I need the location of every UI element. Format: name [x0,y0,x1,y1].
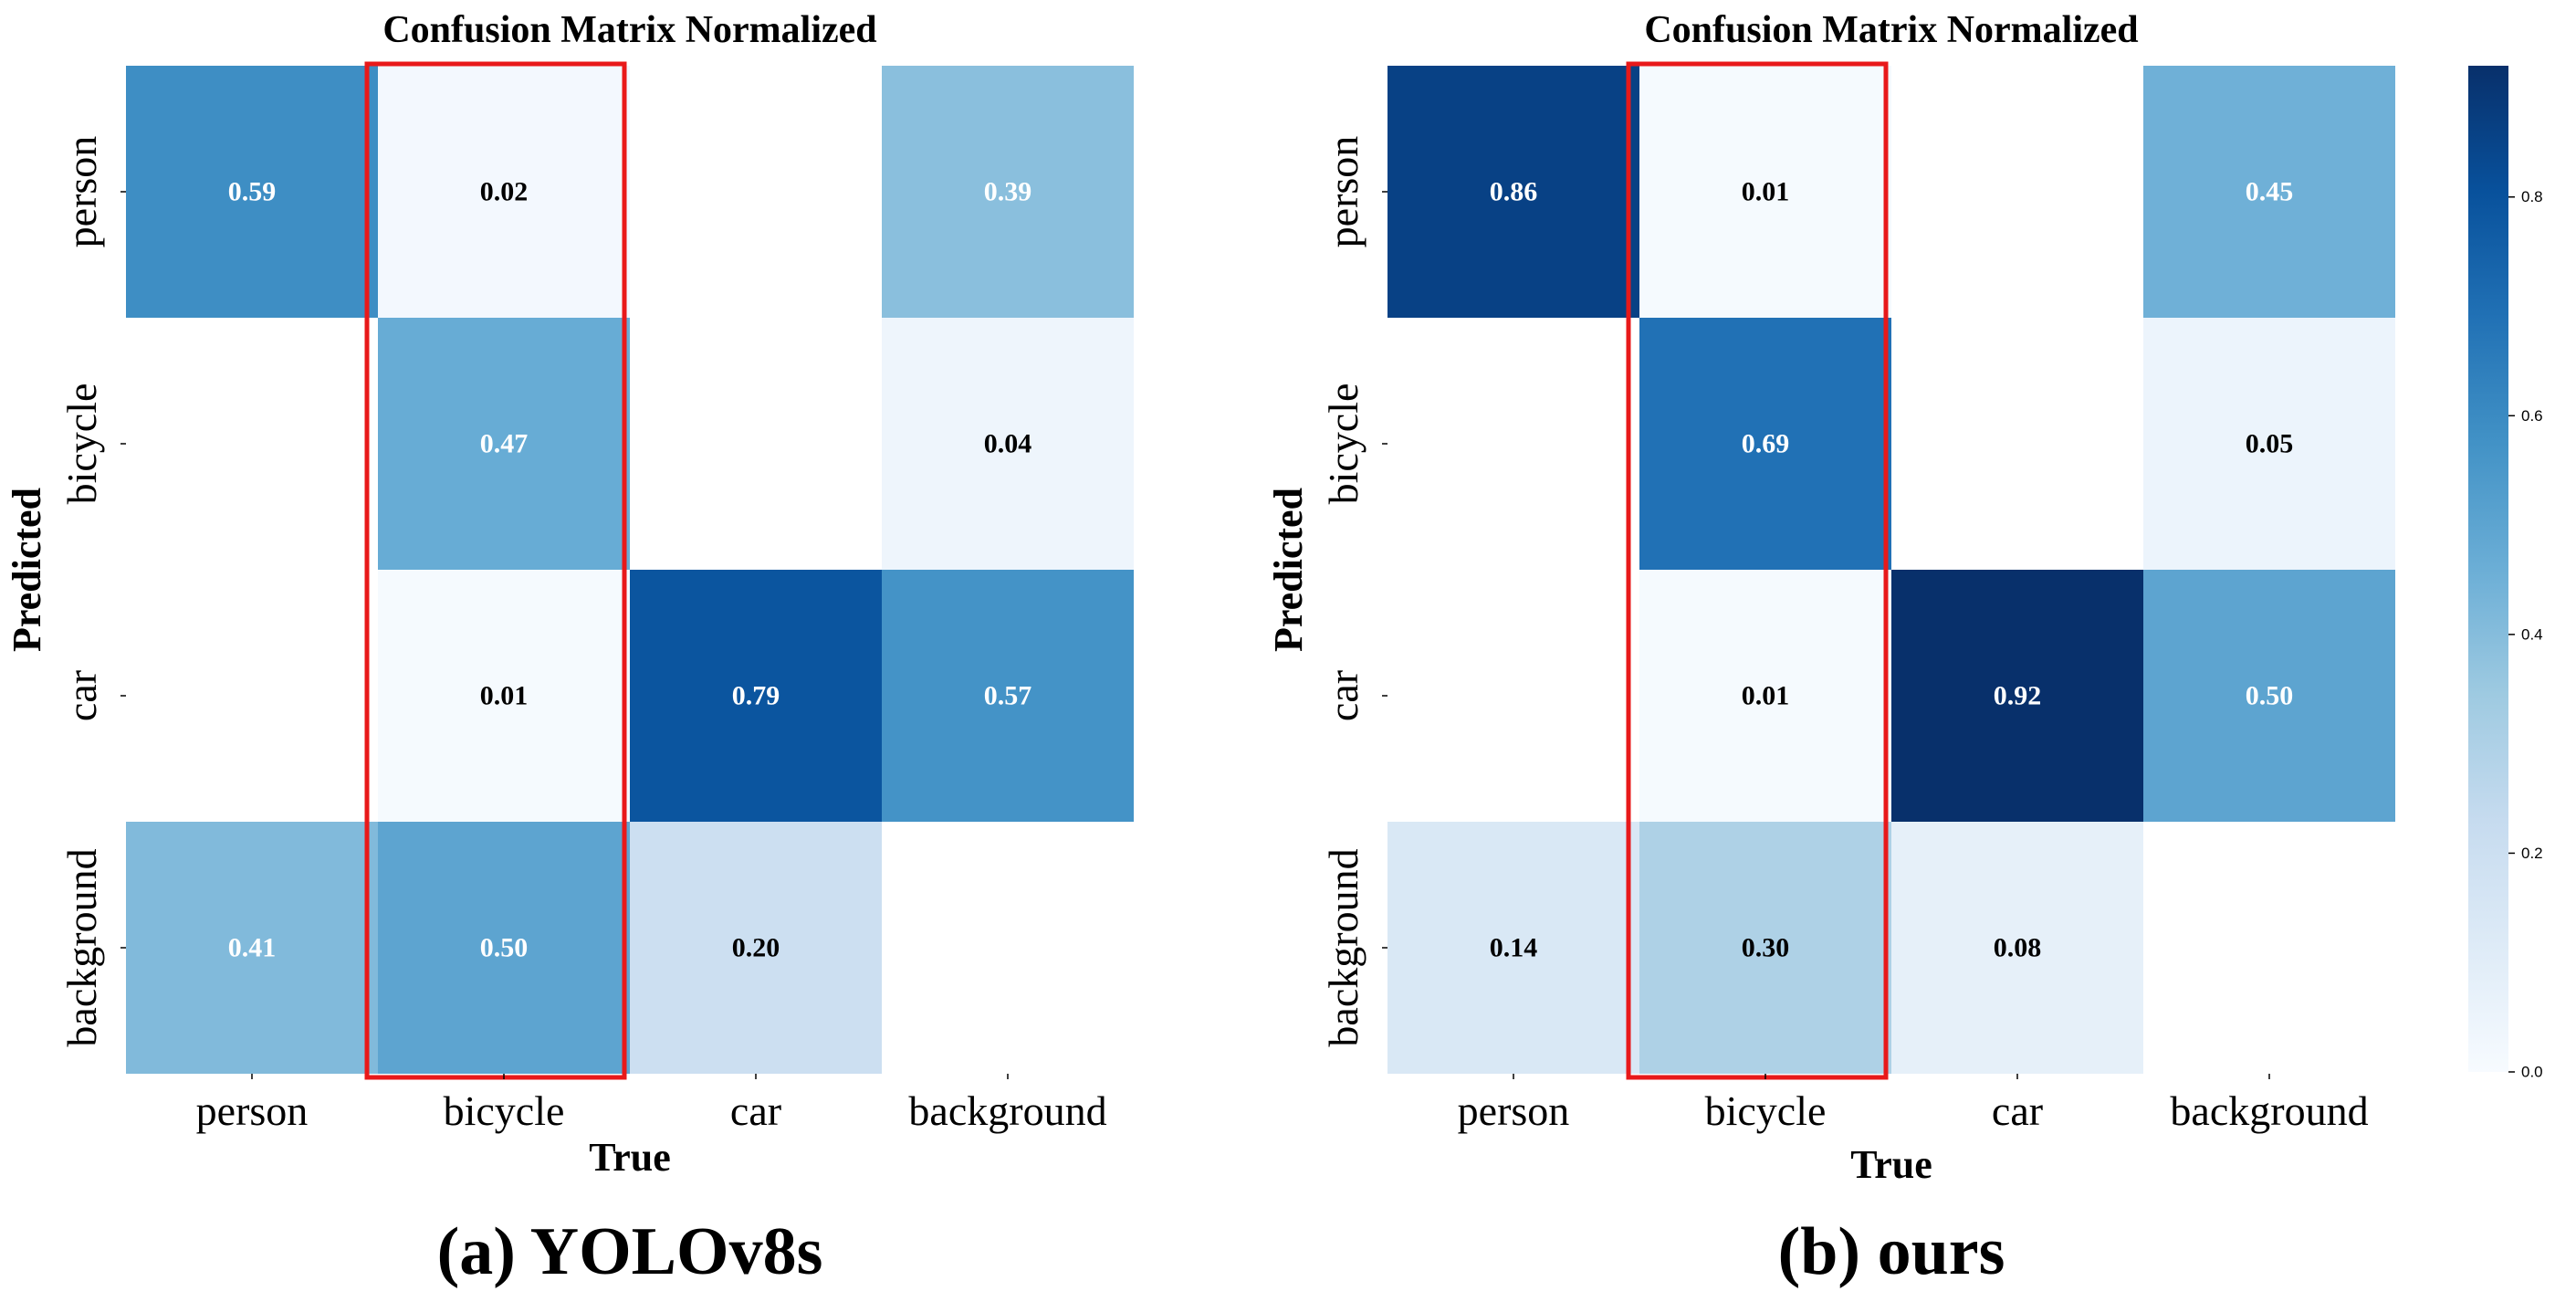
x-axis-title: True [589,1135,671,1180]
panel-title: Confusion Matrix Normalized [382,9,876,51]
heatmap-panel-1: 0.59 0.02 0.39 0.47 0.04 0.01 0.79 0.57 0.41 0.50… [5,9,1134,1289]
heatmap-cell [882,66,1134,318]
y-axis-title: Predicted [5,488,49,652]
x-tick-label: car [730,1087,781,1134]
cell-value-label: 0.50 [480,933,529,963]
heatmap-cell [1639,66,1891,318]
y-axis-title: Predicted [1266,488,1311,652]
colorbar-tick-label: 0.0 [2521,1064,2543,1081]
cell-value-label: 0.08 [1994,933,2042,963]
heatmap-cell [1891,822,2143,1074]
heatmap-cell [378,570,630,822]
heatmap-cell [1639,318,1891,570]
cell-value-label: 0.01 [1742,177,1790,207]
cell-value-label: 0.02 [480,177,529,207]
heatmap-panel-2: 0.86 0.01 0.45 0.69 0.05 0.01 0.92 0.50 0.14 0.30… [1266,9,2395,1289]
cell-value-label: 0.30 [1742,933,1790,963]
cell-value-label: 0.92 [1994,681,2042,711]
heatmap-cell [1639,822,1891,1074]
colorbar: 0.0 0.2 0.4 0.6 0.8 [2468,66,2543,1081]
heatmap-cell [1387,822,1639,1074]
colorbar-tick-label: 0.6 [2521,407,2543,425]
cell-value-label: 0.59 [228,177,277,207]
cell-value-label: 0.86 [1490,177,1538,207]
x-tick-label: bicycle [444,1087,565,1134]
heatmap-cell [2143,570,2395,822]
x-tick-label: background [908,1087,1106,1134]
cell-value-label: 0.47 [480,429,529,459]
heatmap-cell [126,822,378,1074]
heatmap-cell [2143,66,2395,318]
heatmap-cell [378,66,630,318]
colorbar-gradient [2468,66,2508,1072]
heatmap-cell [630,570,882,822]
y-tick-label: background [58,848,105,1046]
cell-value-label: 0.57 [984,681,1032,711]
y-tick-label: background [1320,848,1367,1046]
cell-value-label: 0.04 [984,429,1032,459]
cell-value-label: 0.41 [228,933,277,963]
y-tick-label: bicycle [58,383,105,505]
y-tick-label: person [58,136,105,248]
heatmap-cell [378,822,630,1074]
y-tick-label: car [1320,670,1367,721]
cell-value-label: 0.39 [984,177,1032,207]
heatmap-cell [1639,570,1891,822]
cell-value-label: 0.14 [1490,933,1538,963]
heatmap-cell [1387,66,1639,318]
panel-title: Confusion Matrix Normalized [1644,9,2138,51]
heatmap-cell [630,822,882,1074]
panel-caption: (a) YOLOv8s [437,1214,823,1289]
colorbar-tick-label: 0.8 [2521,188,2543,205]
highlight-box [364,61,627,1080]
heatmap-cell [1891,570,2143,822]
heatmap-cell [378,318,630,570]
cell-value-label: 0.05 [2246,429,2294,459]
cell-value-label: 0.50 [2246,681,2294,711]
heatmap-cell [2143,318,2395,570]
cell-value-label: 0.01 [1742,681,1790,711]
cell-value-label: 0.45 [2246,177,2294,207]
cell-value-label: 0.20 [732,933,780,963]
highlight-box [1626,61,1889,1080]
y-tick-label: car [58,670,105,721]
x-tick-label: person [1458,1087,1570,1134]
x-tick-label: bicycle [1705,1087,1827,1134]
x-tick-label: background [2170,1087,2368,1134]
colorbar-tick-label: 0.2 [2521,845,2543,862]
y-tick-label: person [1320,136,1367,248]
cell-value-label: 0.69 [1742,429,1790,459]
heatmap-cell [126,66,378,318]
heatmap-cell [882,570,1134,822]
heatmap-cell [882,318,1134,570]
cell-value-label: 0.79 [732,681,780,711]
colorbar-tick-label: 0.4 [2521,625,2543,643]
panel-caption: (b) ours [1778,1214,2005,1289]
cell-value-label: 0.01 [480,681,529,711]
x-axis-title: True [1850,1142,1932,1187]
x-tick-label: car [1992,1087,2043,1134]
x-tick-label: person [196,1087,309,1134]
y-tick-label: bicycle [1320,383,1367,505]
